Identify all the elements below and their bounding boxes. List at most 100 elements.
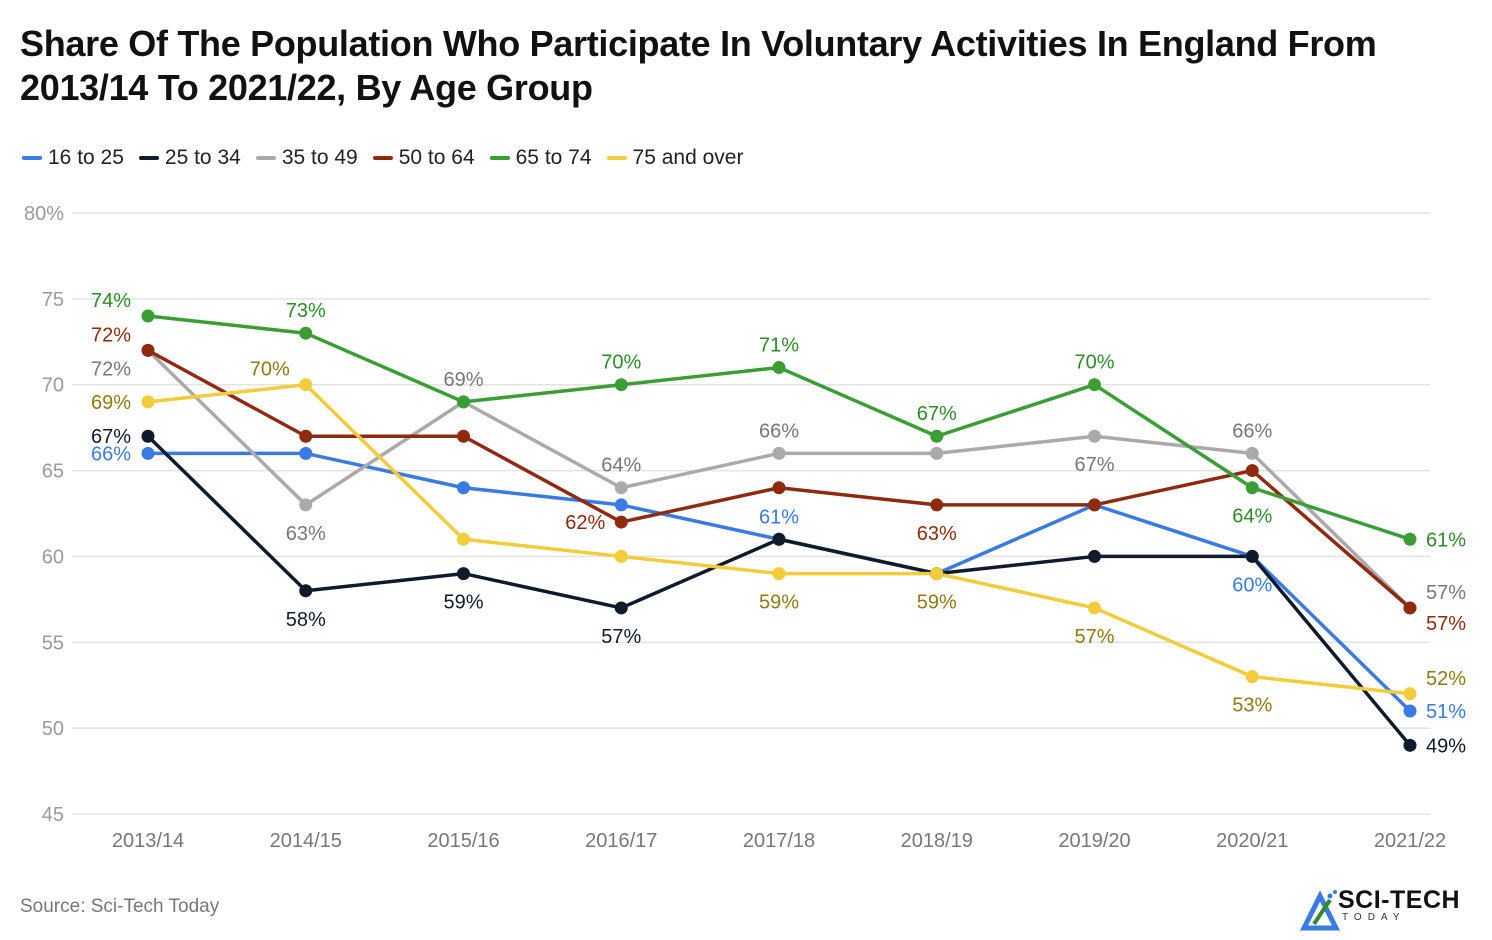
data-label: 61% (759, 506, 799, 528)
data-label: 71% (759, 335, 799, 357)
data-label: 64% (1232, 506, 1272, 528)
data-label: 60% (1232, 574, 1272, 596)
data-label: 57% (1426, 582, 1466, 604)
x-tick-label: 2019/20 (1058, 830, 1130, 852)
data-point (457, 395, 470, 409)
data-label: 67% (917, 403, 957, 425)
data-label: 49% (1426, 735, 1466, 757)
data-label: 70% (250, 359, 290, 381)
legend-label: 50 to 64 (398, 146, 475, 169)
data-point (141, 309, 155, 323)
data-label: 69% (443, 369, 483, 391)
legend-swatch (489, 156, 510, 160)
data-point (457, 532, 470, 546)
x-tick-label: 2013/14 (112, 830, 184, 852)
legend-item: 25 to 34 (138, 146, 241, 170)
data-label: 51% (1426, 701, 1466, 723)
data-point (1403, 532, 1417, 546)
data-point (772, 567, 786, 581)
data-label: 64% (601, 455, 641, 477)
data-point (1403, 704, 1417, 718)
data-point (457, 481, 470, 495)
legend-swatch (255, 156, 276, 160)
data-label: 59% (443, 592, 483, 614)
legend-item: 16 to 25 (22, 146, 124, 170)
brand-logo: SCI-TECH TODAY (1300, 884, 1480, 932)
data-point (457, 429, 470, 443)
legend-item: 75 and over (606, 146, 744, 170)
data-label: 63% (917, 523, 957, 545)
data-point (614, 378, 628, 392)
data-point (614, 601, 628, 615)
x-tick-label: 2018/19 (901, 830, 973, 852)
logo-name: SCI-TECH (1338, 886, 1461, 914)
data-point (614, 498, 628, 512)
data-label: 72% (91, 324, 131, 346)
data-point (1088, 498, 1101, 512)
data-point (930, 567, 944, 581)
data-label: 57% (1426, 613, 1466, 635)
y-tick-label: 65 (42, 461, 64, 483)
data-label: 63% (286, 523, 326, 545)
data-label: 66% (759, 420, 799, 442)
data-point (930, 498, 944, 512)
data-point (772, 446, 786, 460)
data-point (930, 446, 944, 460)
data-label: 67% (1074, 454, 1114, 476)
data-point (614, 515, 628, 529)
data-point (299, 429, 313, 443)
y-tick-label: 75 (42, 289, 64, 311)
legend-label: 35 to 49 (281, 146, 358, 169)
data-label: 53% (1232, 695, 1272, 717)
data-point (141, 429, 155, 443)
legend-item: 35 to 49 (255, 146, 358, 170)
data-point (1245, 670, 1259, 684)
legend-label: 65 to 74 (515, 146, 592, 169)
data-point (772, 532, 786, 546)
data-label: 59% (759, 592, 799, 614)
y-tick-label: 60 (42, 546, 64, 568)
data-label: 69% (91, 392, 131, 414)
x-tick-label: 2021/22 (1374, 830, 1446, 852)
legend-label: 75 and over (632, 146, 744, 169)
data-point (141, 395, 155, 409)
data-label: 67% (91, 426, 131, 448)
data-label: 62% (565, 512, 605, 534)
data-point (1088, 601, 1101, 615)
legend-label: 25 to 34 (164, 146, 241, 169)
x-tick-label: 2015/16 (427, 830, 499, 852)
data-label: 70% (601, 352, 641, 374)
x-tick-label: 2020/21 (1216, 830, 1288, 852)
data-point (1403, 601, 1417, 615)
data-label: 72% (91, 358, 131, 380)
x-tick-label: 2014/15 (270, 830, 342, 852)
legend-label: 16 to 25 (48, 146, 124, 169)
legend-swatch (372, 156, 393, 160)
data-point (614, 549, 628, 563)
data-point (772, 481, 786, 495)
data-point (772, 361, 786, 375)
data-label: 66% (1232, 420, 1272, 442)
legend-swatch (138, 156, 159, 160)
legend-item: 50 to 64 (372, 146, 475, 170)
legend-item: 65 to 74 (489, 146, 592, 170)
data-label: 58% (286, 609, 326, 631)
y-tick-label: 45 (42, 804, 64, 826)
data-label: 61% (1426, 529, 1466, 551)
data-point (930, 429, 944, 443)
data-point (1403, 738, 1417, 752)
y-tick-label: 70 (42, 375, 64, 397)
data-label: 57% (1074, 626, 1114, 648)
data-point (299, 378, 313, 392)
data-point (299, 498, 313, 512)
legend-swatch (22, 156, 42, 160)
x-tick-label: 2017/18 (743, 830, 815, 852)
data-point (299, 326, 313, 340)
y-tick-label: 80% (24, 203, 64, 225)
data-label: 59% (917, 592, 957, 614)
data-point (1245, 549, 1259, 563)
data-label: 57% (601, 626, 641, 648)
data-point (1088, 429, 1101, 443)
data-point (614, 481, 628, 495)
